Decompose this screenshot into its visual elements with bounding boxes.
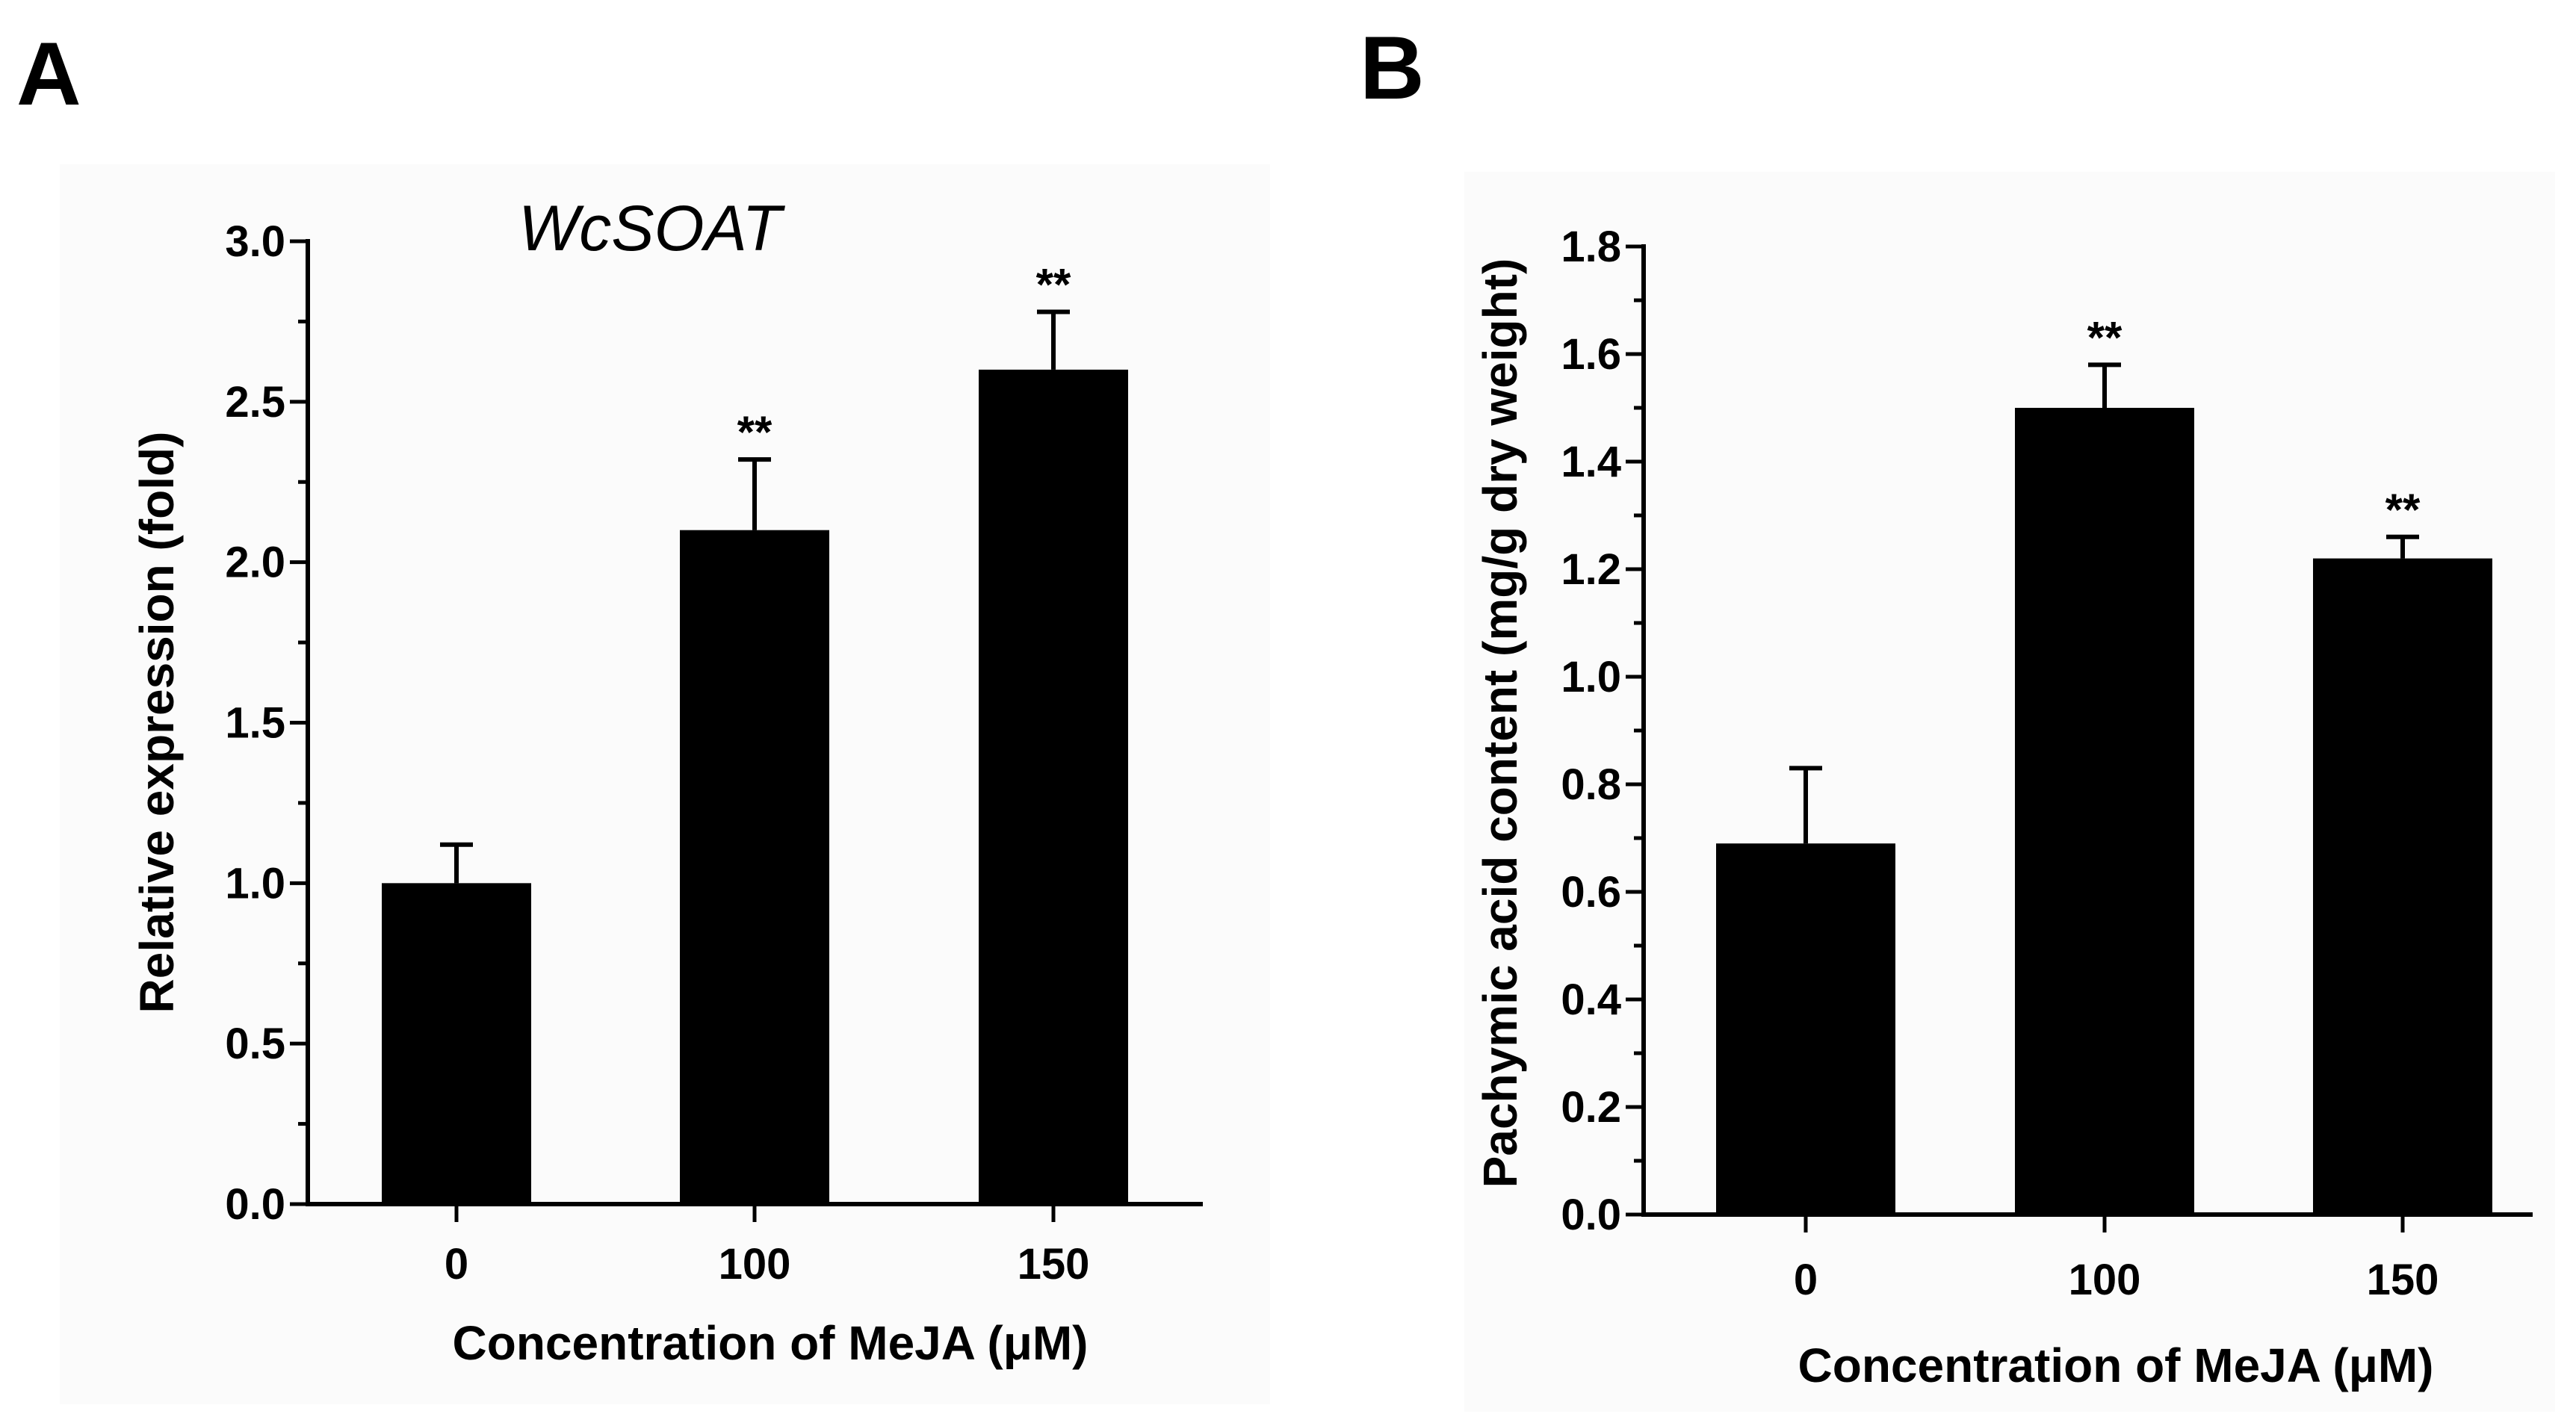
panel-b-x-axis-label: Concentration of MeJA (μM) bbox=[1798, 1339, 2434, 1392]
panel-a-significance-100: ** bbox=[737, 407, 773, 457]
panel-b: B ** ** 0.0 0.2 0.4 0.6 0.8 1.0 1.2 1.4 1.6 1.8 0 1… bbox=[1360, 18, 2555, 1412]
panel-b-bars bbox=[1716, 408, 2492, 1215]
panel-a-y-tick-label: 0.5 bbox=[225, 1020, 285, 1068]
panel-b-bar-0 bbox=[1716, 843, 1895, 1215]
panel-b-y-tick-label: 0.4 bbox=[1561, 976, 1621, 1024]
panel-b-y-tick-label: 0.6 bbox=[1561, 868, 1621, 917]
panel-a-bar-150 bbox=[979, 369, 1128, 1204]
panel-a-bar-100 bbox=[680, 530, 829, 1204]
panel-a-significance-marks: ** ** bbox=[737, 260, 1071, 458]
panel-b-significance-100: ** bbox=[2087, 312, 2123, 362]
panel-a-chart-title: WcSOAT bbox=[518, 193, 785, 264]
panel-b-y-tick-label: 1.2 bbox=[1561, 545, 1621, 594]
panel-a-error-bars bbox=[440, 309, 1070, 884]
panel-a-letter: A bbox=[16, 24, 81, 124]
panel-b-y-tick-label: 1.6 bbox=[1561, 330, 1621, 379]
panel-b-bar-100 bbox=[2015, 408, 2194, 1215]
panel-a-y-tick-label: 1.0 bbox=[225, 859, 285, 908]
panel-b-y-tick-label: 1.0 bbox=[1561, 653, 1621, 701]
panel-a-x-tick-label: 0 bbox=[445, 1240, 468, 1289]
panel-a-x-tick-label: 100 bbox=[719, 1240, 791, 1289]
panel-a-y-ticks: 0.0 0.5 1.0 1.5 2.0 2.5 3.0 bbox=[225, 217, 308, 1229]
panel-a-x-tick-label: 150 bbox=[1018, 1240, 1090, 1289]
panel-b-y-tick-label: 0.0 bbox=[1561, 1191, 1621, 1239]
panel-b-x-tick-label: 100 bbox=[2069, 1256, 2141, 1304]
panel-b-y-tick-label: 0.8 bbox=[1561, 760, 1621, 809]
panel-a-y-tick-label: 1.5 bbox=[225, 699, 285, 748]
panel-b-error-bars bbox=[1789, 362, 2419, 844]
panel-a-y-tick-label: 3.0 bbox=[225, 217, 285, 266]
panel-b-x-ticks: 0 100 150 bbox=[1794, 1215, 2439, 1304]
panel-a: A WcSOAT ** ** 0.0 0.5 1.0 1.5 2.0 2.5 3.0 0 100… bbox=[16, 24, 1270, 1404]
panel-a-significance-150: ** bbox=[1036, 260, 1071, 310]
panel-a-x-axis-label: Concentration of MeJA (μM) bbox=[453, 1316, 1089, 1370]
panel-a-y-tick-label: 2.0 bbox=[225, 539, 285, 587]
panel-b-significance-marks: ** ** bbox=[2087, 312, 2421, 534]
panel-b-y-tick-label: 0.2 bbox=[1561, 1083, 1621, 1132]
panel-a-y-tick-label: 2.5 bbox=[225, 378, 285, 427]
panel-b-bar-150 bbox=[2313, 558, 2492, 1215]
panel-b-significance-150: ** bbox=[2385, 485, 2421, 535]
panel-b-y-tick-label: 1.4 bbox=[1561, 438, 1621, 486]
panel-b-x-tick-label: 150 bbox=[2367, 1256, 2439, 1304]
panel-a-y-axis-label: Relative expression (fold) bbox=[130, 432, 184, 1014]
panel-a-bars bbox=[382, 369, 1128, 1204]
panel-b-letter: B bbox=[1360, 18, 1425, 118]
panel-a-bar-0 bbox=[382, 883, 531, 1204]
panel-b-y-tick-label: 1.8 bbox=[1561, 223, 1621, 271]
panel-a-x-ticks: 0 100 150 bbox=[445, 1204, 1090, 1289]
panel-a-y-tick-label: 0.0 bbox=[225, 1180, 285, 1229]
panel-b-x-tick-label: 0 bbox=[1794, 1256, 1818, 1304]
panel-b-y-axis-label: Pachymic acid content (mg/g dry weight) bbox=[1473, 258, 1527, 1188]
